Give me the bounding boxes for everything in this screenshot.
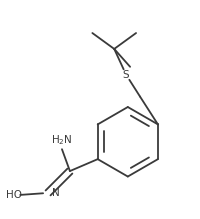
Text: N: N — [52, 188, 59, 198]
Text: H$_2$N: H$_2$N — [51, 133, 72, 147]
Text: S: S — [122, 70, 129, 80]
Text: HO: HO — [6, 190, 22, 200]
